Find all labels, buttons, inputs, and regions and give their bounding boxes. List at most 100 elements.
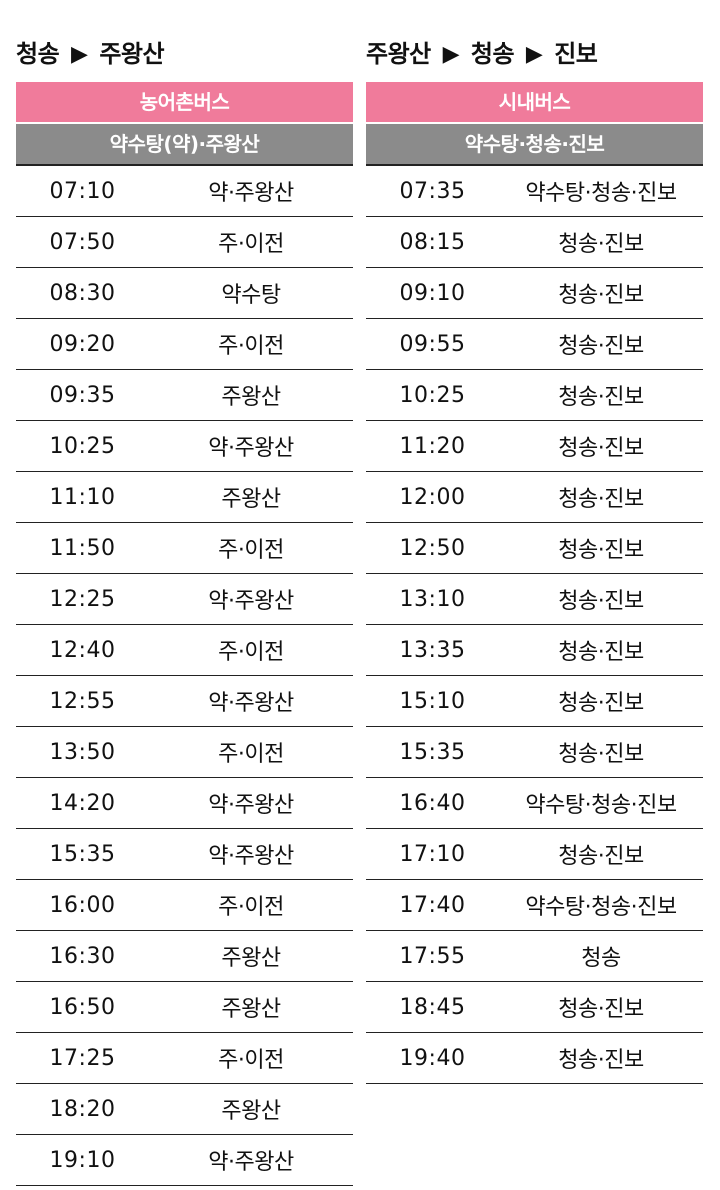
destination: 약수탕 (221, 283, 281, 308)
departure-time: 09:35 (49, 382, 116, 408)
departure-time: 10:25 (399, 382, 466, 408)
destination: 청송·진보 (558, 589, 644, 614)
table-row: 16:50 주왕산 (16, 982, 353, 1033)
departure-time: 09:55 (399, 331, 466, 357)
table-row: 12:55 약·주왕산 (16, 676, 353, 727)
destination: 주·이전 (218, 895, 284, 920)
departure-time: 08:30 (49, 280, 116, 306)
destination: 주·이전 (218, 538, 284, 563)
destination: 주왕산 (221, 997, 281, 1022)
destination: 약·주왕산 (208, 1150, 294, 1175)
schedule-left: 청송 ▶ 주왕산 농어촌버스 약수탕(약)·주왕산 07:10 약·주왕산 07:5… (16, 36, 353, 1186)
play-arrow-icon: ▶ (525, 42, 543, 67)
table-row: 17:40 약수탕·청송·진보 (366, 880, 703, 931)
destination: 약·주왕산 (208, 436, 294, 461)
destination: 주왕산 (221, 1099, 281, 1124)
table-row: 18:20 주왕산 (16, 1084, 353, 1135)
table-row: 13:50 주·이전 (16, 727, 353, 778)
table-row: 07:50 주·이전 (16, 217, 353, 268)
departure-time: 13:35 (399, 637, 466, 663)
departure-time: 16:00 (49, 892, 116, 918)
table-row: 12:00 청송·진보 (366, 472, 703, 523)
destination: 청송·진보 (558, 232, 644, 257)
table-row: 16:00 주·이전 (16, 880, 353, 931)
timetable: 07:35 약수탕·청송·진보 08:15 청송·진보 09:10 청송·진보 09:55 청… (366, 164, 703, 1084)
destination: 주·이전 (218, 232, 284, 257)
table-row: 09:10 청송·진보 (366, 268, 703, 319)
route-origin: 주왕산 (366, 40, 431, 68)
destination: 약·주왕산 (208, 844, 294, 869)
departure-time: 12:55 (49, 688, 116, 714)
departure-time: 18:20 (49, 1096, 116, 1122)
destination: 청송·진보 (558, 742, 644, 767)
table-row: 14:20 약·주왕산 (16, 778, 353, 829)
departure-time: 12:25 (49, 586, 116, 612)
departure-time: 17:25 (49, 1045, 116, 1071)
departure-time: 16:50 (49, 994, 116, 1020)
departure-time: 17:55 (399, 943, 466, 969)
route-via: 청송 (470, 40, 515, 68)
departure-time: 07:10 (49, 178, 116, 204)
table-row: 10:25 약·주왕산 (16, 421, 353, 472)
destination: 청송·진보 (558, 997, 644, 1022)
destination: 주·이전 (218, 742, 284, 767)
destination: 청송·진보 (558, 538, 644, 563)
destination: 약수탕·청송·진보 (525, 181, 677, 206)
table-row: 07:35 약수탕·청송·진보 (366, 166, 703, 217)
table-row: 19:40 청송·진보 (366, 1033, 703, 1084)
destination: 청송·진보 (558, 691, 644, 716)
destination: 약·주왕산 (208, 691, 294, 716)
departure-time: 10:25 (49, 433, 116, 459)
departure-time: 12:00 (399, 484, 466, 510)
table-row: 09:35 주왕산 (16, 370, 353, 421)
route-destination: 진보 (554, 40, 598, 68)
departure-time: 11:20 (399, 433, 466, 459)
destination: 청송 (581, 946, 621, 971)
destination: 약수탕·청송·진보 (525, 793, 677, 818)
table-row: 15:10 청송·진보 (366, 676, 703, 727)
departure-time: 08:15 (399, 229, 466, 255)
destination: 청송·진보 (558, 334, 644, 359)
route-subheader: 약수탕(약)·주왕산 (16, 122, 353, 164)
route-title: 주왕산 ▶ 청송 ▶ 진보 (366, 36, 703, 82)
destination: 청송·진보 (558, 283, 644, 308)
departure-time: 19:10 (49, 1147, 116, 1173)
table-row: 16:40 약수탕·청송·진보 (366, 778, 703, 829)
table-row: 15:35 약·주왕산 (16, 829, 353, 880)
departure-time: 17:10 (399, 841, 466, 867)
destination: 약수탕·청송·진보 (525, 895, 677, 920)
play-arrow-icon: ▶ (71, 42, 88, 67)
departure-time: 16:30 (49, 943, 116, 969)
destination: 주·이전 (218, 334, 284, 359)
departure-time: 16:40 (399, 790, 466, 816)
table-row: 08:15 청송·진보 (366, 217, 703, 268)
table-row: 11:20 청송·진보 (366, 421, 703, 472)
table-row: 12:50 청송·진보 (366, 523, 703, 574)
table-row: 15:35 청송·진보 (366, 727, 703, 778)
departure-time: 15:35 (399, 739, 466, 765)
bus-type-header: 시내버스 (366, 82, 703, 122)
departure-time: 14:20 (49, 790, 116, 816)
table-row: 07:10 약·주왕산 (16, 166, 353, 217)
table-row: 19:10 약·주왕산 (16, 1135, 353, 1186)
play-arrow-icon: ▶ (442, 42, 460, 67)
route-origin: 청송 (16, 40, 60, 68)
departure-time: 18:45 (399, 994, 466, 1020)
table-row: 13:10 청송·진보 (366, 574, 703, 625)
destination: 청송·진보 (558, 1048, 644, 1073)
destination: 청송·진보 (558, 436, 644, 461)
route-subheader: 약수탕·청송·진보 (366, 122, 703, 164)
destination: 청송·진보 (558, 385, 644, 410)
table-row: 16:30 주왕산 (16, 931, 353, 982)
bus-type-header: 농어촌버스 (16, 82, 353, 122)
table-row: 08:30 약수탕 (16, 268, 353, 319)
table-row: 09:55 청송·진보 (366, 319, 703, 370)
table-row: 18:45 청송·진보 (366, 982, 703, 1033)
departure-time: 15:10 (399, 688, 466, 714)
table-row: 09:20 주·이전 (16, 319, 353, 370)
departure-time: 12:50 (399, 535, 466, 561)
destination: 약·주왕산 (208, 589, 294, 614)
table-row: 17:55 청송 (366, 931, 703, 982)
destination: 주왕산 (221, 946, 281, 971)
destination: 주왕산 (221, 385, 281, 410)
